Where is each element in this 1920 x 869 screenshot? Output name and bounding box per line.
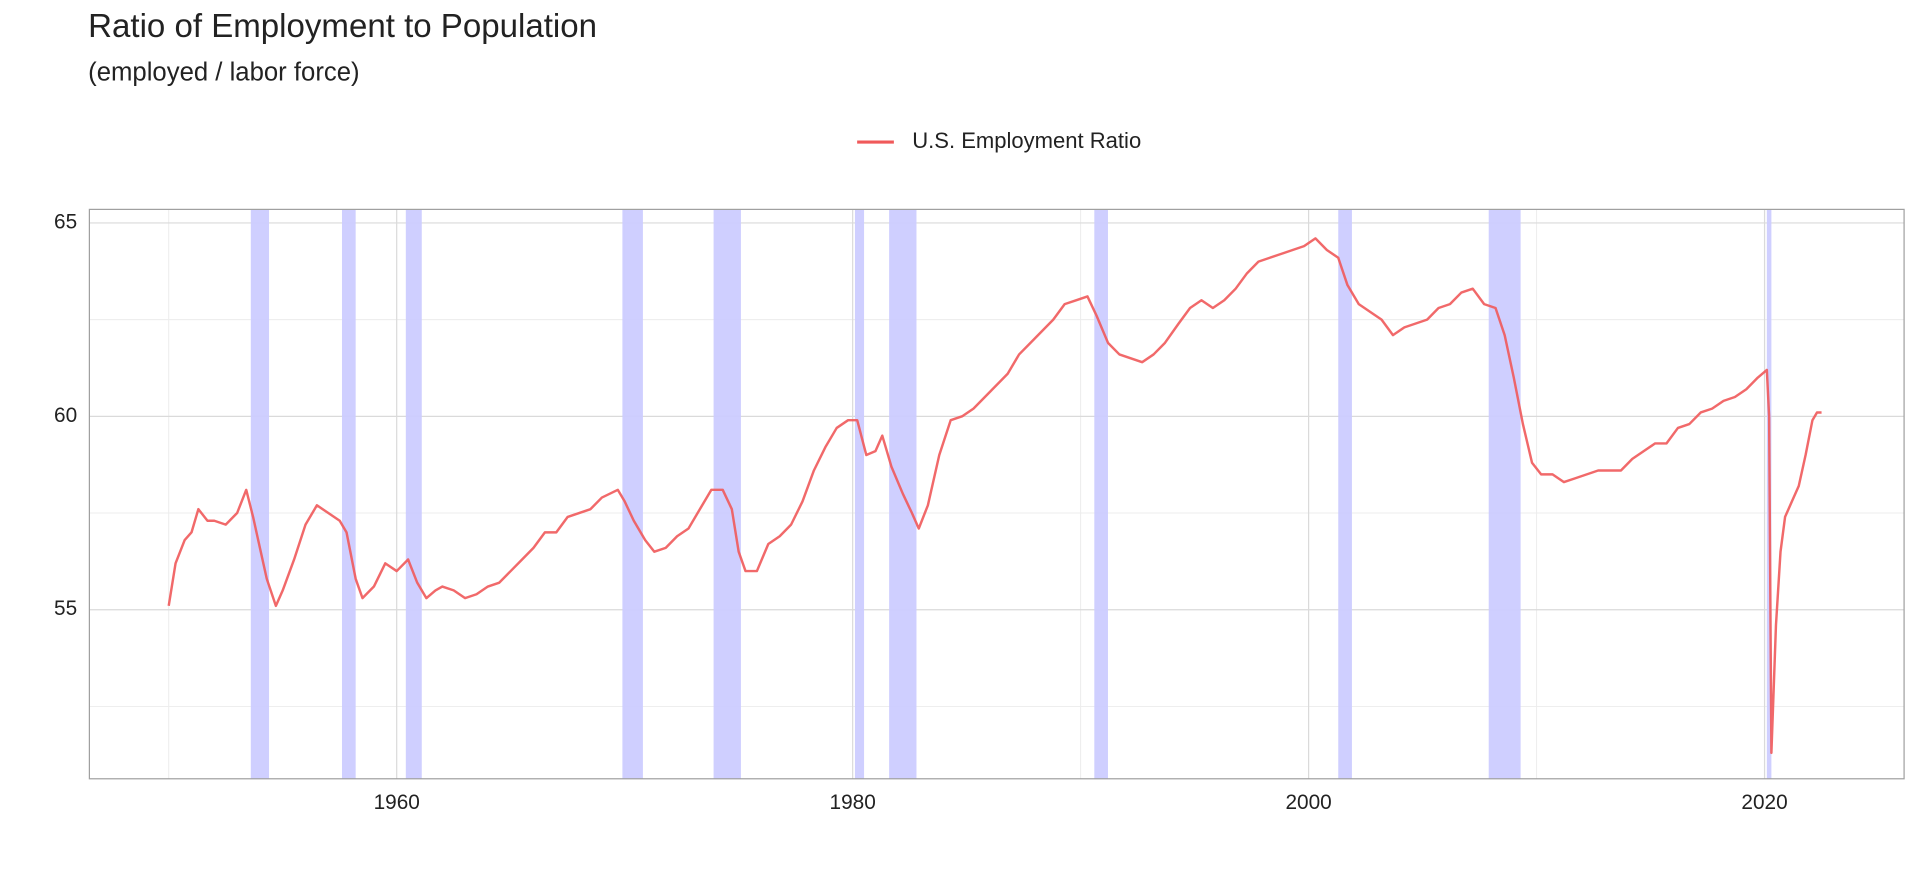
x-tick-label: 1960 (374, 791, 420, 814)
y-tick-label: 55 (54, 597, 77, 620)
chart-title: Ratio of Employment to Population (88, 8, 597, 45)
data-line (167, 237, 1822, 755)
recession-band (1094, 209, 1108, 779)
y-tick-label: 65 (54, 210, 77, 233)
recession-band (250, 209, 270, 779)
recession-band (1488, 209, 1521, 779)
recession-band (622, 209, 643, 779)
x-tick-label: 2000 (1285, 791, 1331, 814)
x-tick-label: 2020 (1741, 791, 1787, 814)
recession-band (713, 209, 741, 779)
recession-band (341, 209, 356, 779)
chart-subtitle: (employed / labor force) (88, 58, 359, 86)
recession-band (1338, 209, 1352, 779)
legend-label: U.S. Employment Ratio (912, 128, 1141, 153)
plot-border (88, 208, 1905, 780)
recession-band (405, 209, 422, 779)
y-tick-label: 60 (54, 404, 77, 427)
recession-band (854, 209, 865, 779)
x-tick-label: 1980 (830, 791, 876, 814)
